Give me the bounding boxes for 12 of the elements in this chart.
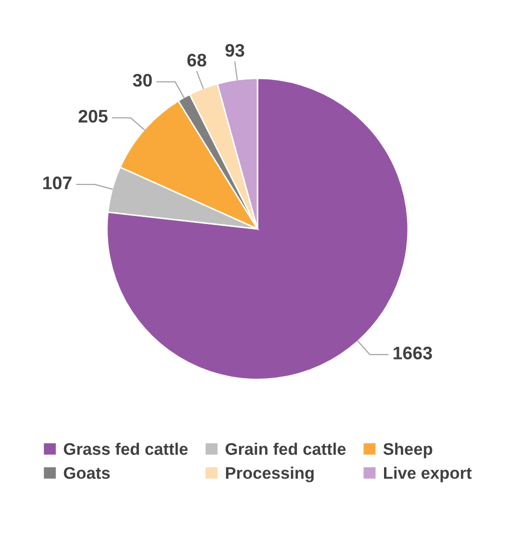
legend-label: Processing <box>226 466 314 482</box>
legend-label: Grass fed cattle <box>64 442 188 455</box>
data-label: 93 <box>225 44 244 57</box>
legend-label: Live export <box>384 466 472 482</box>
data-label: 205 <box>78 110 108 123</box>
legend-label: Sheep <box>383 442 432 458</box>
legend-label: Grain fed cattle <box>226 442 346 455</box>
data-label: 107 <box>43 176 72 190</box>
data-label: 30 <box>132 74 152 87</box>
legend-label: Goats <box>64 467 110 479</box>
data-label: 1663 <box>394 346 432 360</box>
data-label: 68 <box>187 54 206 67</box>
